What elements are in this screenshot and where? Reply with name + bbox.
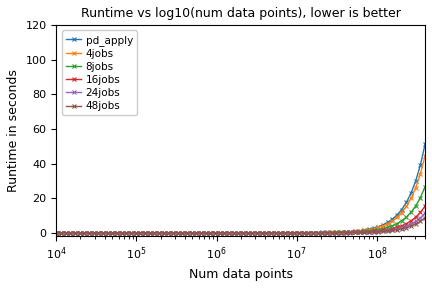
pd_apply xyxy=(217,231,222,234)
pd_apply xyxy=(292,231,297,234)
16jobs xyxy=(54,231,59,234)
48jobs xyxy=(273,231,278,234)
8jobs xyxy=(278,231,283,234)
pd_apply xyxy=(273,231,278,234)
48jobs xyxy=(278,231,283,234)
pd_apply xyxy=(381,223,386,227)
16jobs xyxy=(217,231,222,234)
4jobs xyxy=(278,231,283,234)
Line: 48jobs: 48jobs xyxy=(54,216,427,235)
4jobs xyxy=(292,231,297,234)
Line: 4jobs: 4jobs xyxy=(54,154,427,235)
16jobs xyxy=(292,231,297,234)
4jobs xyxy=(306,231,311,234)
16jobs xyxy=(273,231,278,234)
4jobs xyxy=(217,231,222,234)
8jobs xyxy=(422,185,428,189)
8jobs xyxy=(54,231,59,234)
48jobs xyxy=(422,216,428,219)
Line: 24jobs: 24jobs xyxy=(54,211,427,235)
8jobs xyxy=(273,231,278,234)
8jobs xyxy=(217,231,222,234)
24jobs xyxy=(306,231,311,234)
Legend: pd_apply, 4jobs, 8jobs, 16jobs, 24jobs, 48jobs: pd_apply, 4jobs, 8jobs, 16jobs, 24jobs, … xyxy=(61,31,137,115)
4jobs xyxy=(381,224,386,228)
24jobs xyxy=(292,231,297,234)
4jobs xyxy=(273,231,278,234)
8jobs xyxy=(381,227,386,230)
4jobs xyxy=(54,231,59,234)
48jobs xyxy=(306,231,311,234)
Y-axis label: Runtime in seconds: Runtime in seconds xyxy=(7,69,20,192)
8jobs xyxy=(292,231,297,234)
8jobs xyxy=(306,231,311,234)
48jobs xyxy=(292,231,297,234)
Line: 8jobs: 8jobs xyxy=(54,185,427,235)
48jobs xyxy=(217,231,222,234)
24jobs xyxy=(217,231,222,234)
Line: 16jobs: 16jobs xyxy=(54,204,427,235)
16jobs xyxy=(306,231,311,234)
48jobs xyxy=(54,231,59,234)
Title: Runtime vs log10(num data points), lower is better: Runtime vs log10(num data points), lower… xyxy=(81,7,400,20)
X-axis label: Num data points: Num data points xyxy=(189,268,293,281)
pd_apply xyxy=(422,143,428,146)
16jobs xyxy=(278,231,283,234)
pd_apply xyxy=(306,231,311,234)
48jobs xyxy=(381,230,386,233)
24jobs xyxy=(381,229,386,233)
Line: pd_apply: pd_apply xyxy=(54,142,427,235)
pd_apply xyxy=(54,231,59,234)
16jobs xyxy=(422,204,428,208)
24jobs xyxy=(278,231,283,234)
16jobs xyxy=(381,229,386,232)
24jobs xyxy=(273,231,278,234)
pd_apply xyxy=(278,231,283,234)
4jobs xyxy=(422,154,428,158)
24jobs xyxy=(54,231,59,234)
24jobs xyxy=(422,211,428,215)
